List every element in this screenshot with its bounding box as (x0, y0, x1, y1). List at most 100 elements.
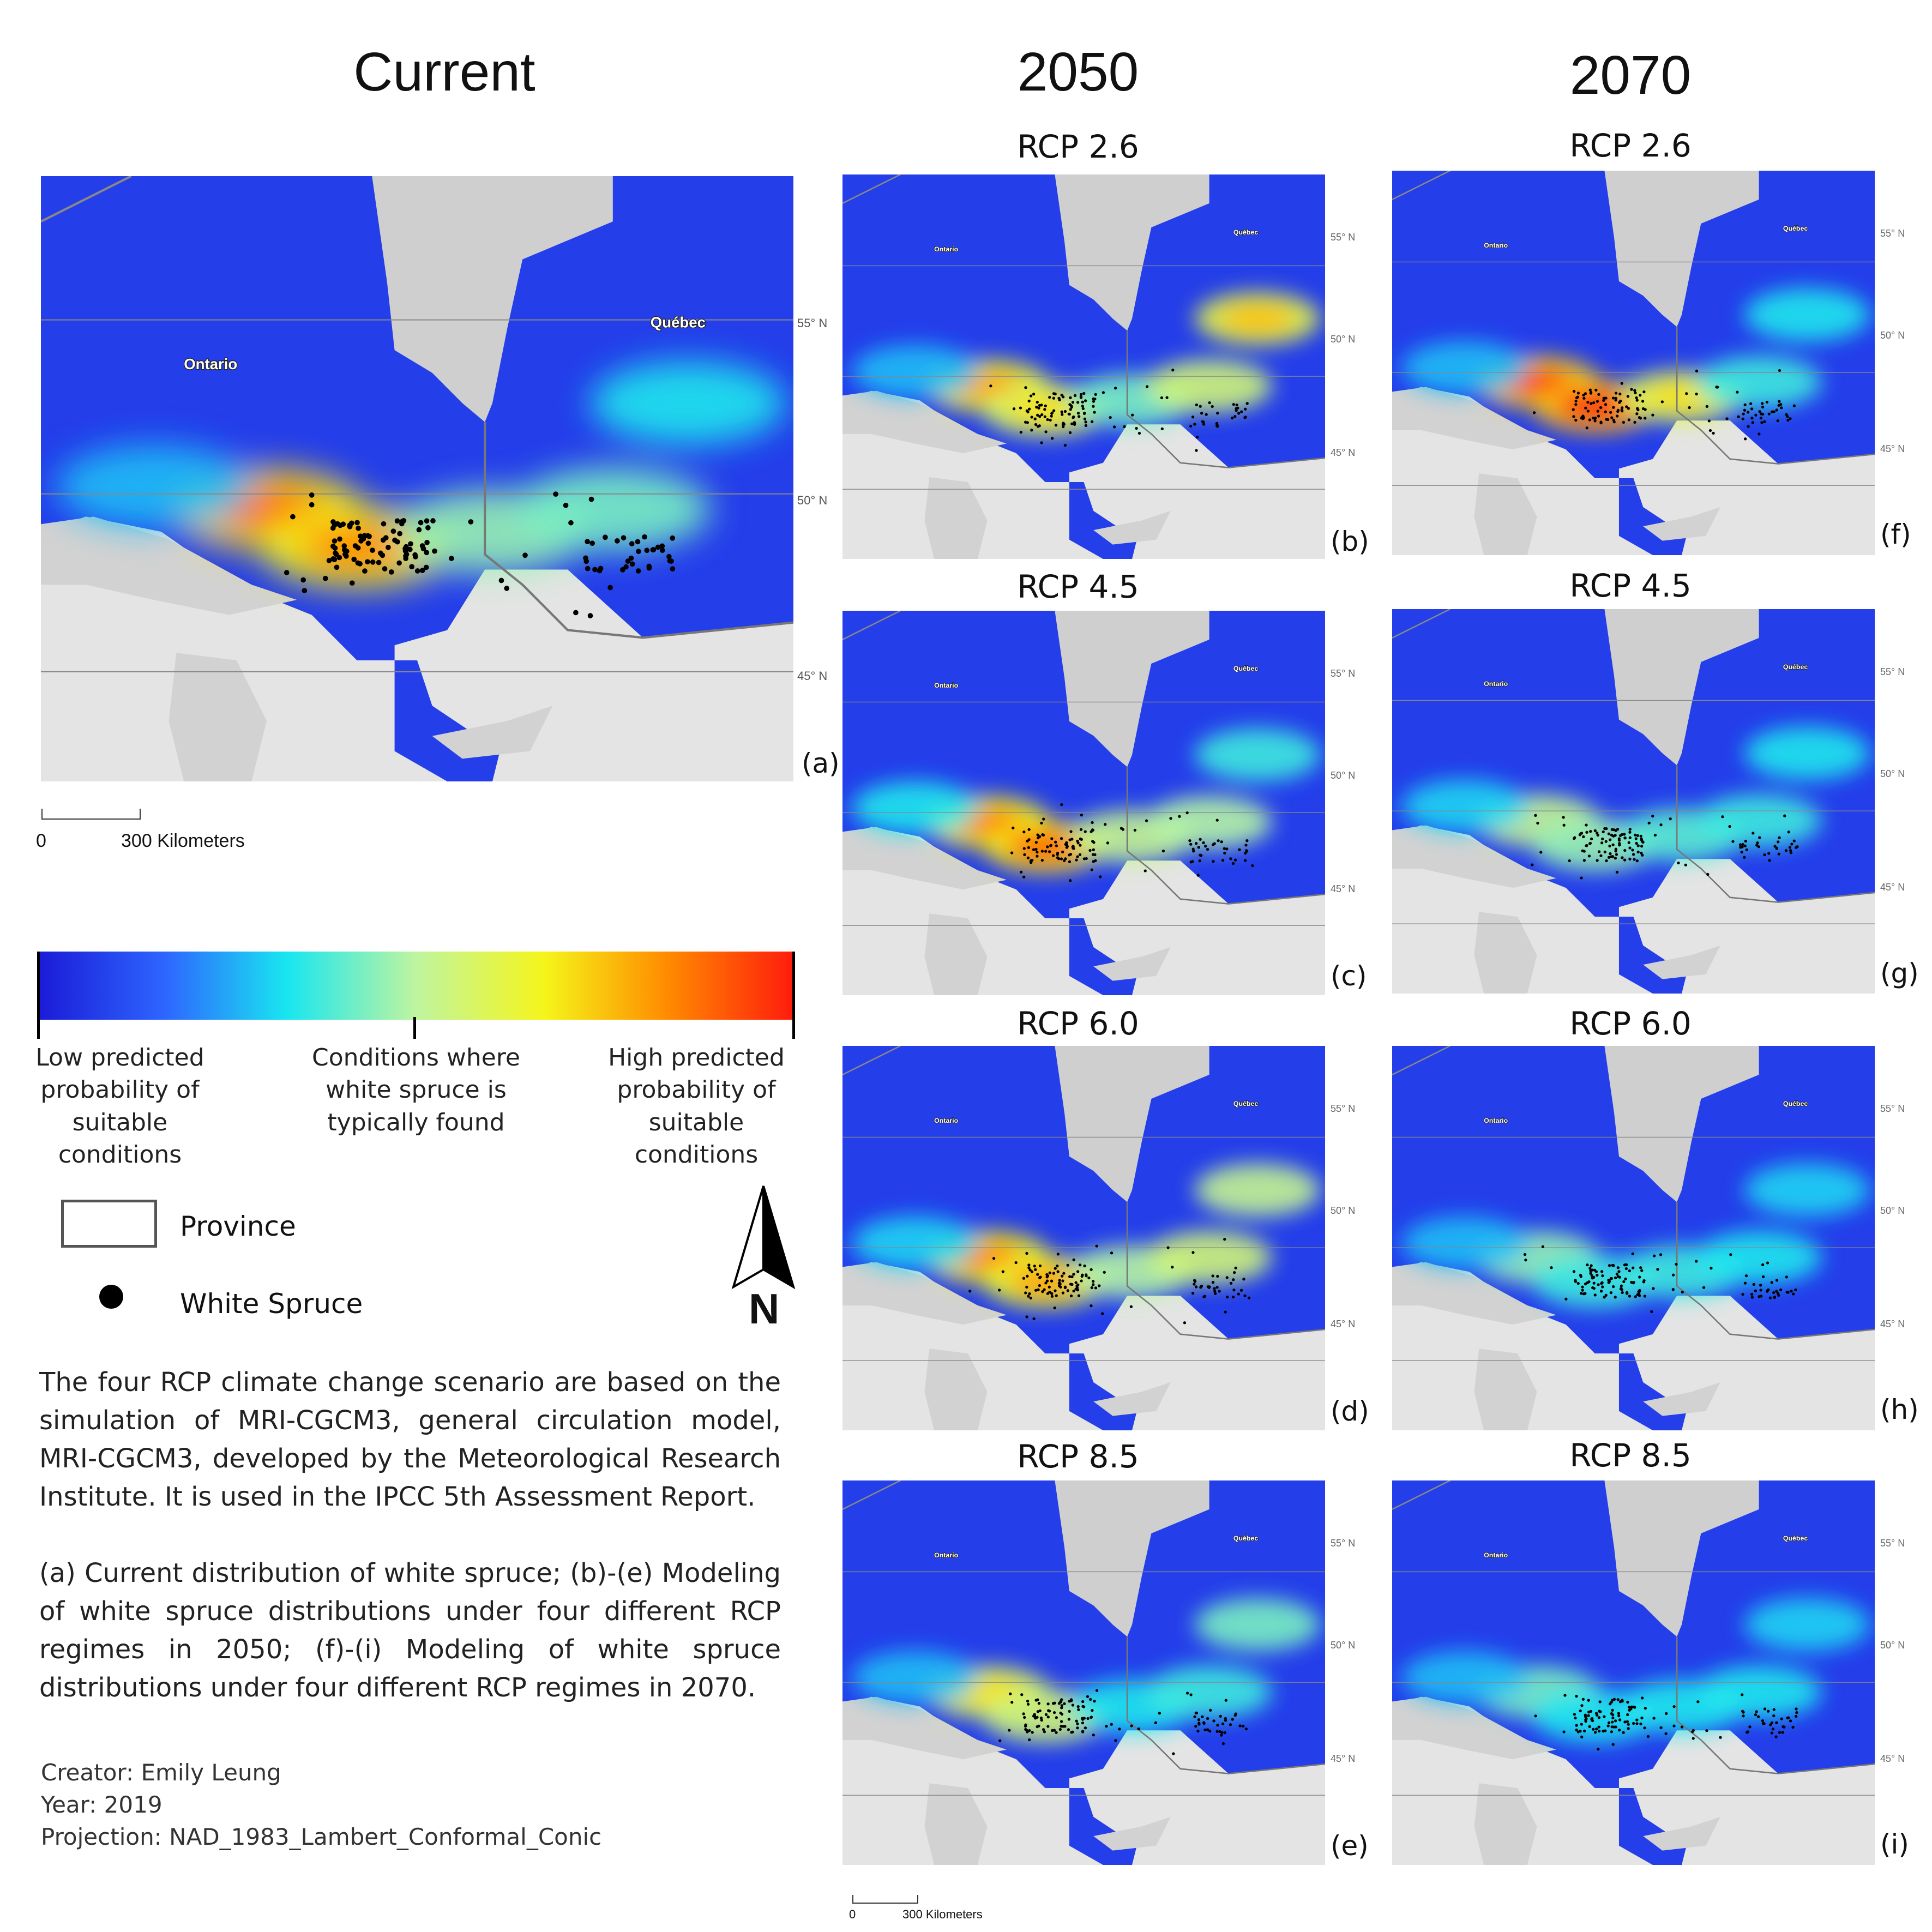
spruce-point (1612, 406, 1615, 409)
spruce-point (1130, 1724, 1133, 1728)
spruce-point (362, 533, 368, 539)
spruce-point (1791, 1725, 1795, 1729)
spruce-point (1602, 1729, 1605, 1733)
map-svg-f: Ontario Québec (1392, 171, 1875, 555)
spruce-points (1010, 803, 1254, 882)
spruce-point (1761, 1263, 1765, 1266)
panel-letter-i: (i) (1880, 1828, 1909, 1860)
spruce-point (1607, 832, 1611, 835)
spruce-point (1746, 411, 1750, 414)
spruce-point (1763, 853, 1766, 857)
spruce-point (1741, 1292, 1744, 1296)
spruce-point (1609, 1291, 1613, 1295)
spruce-point (362, 568, 368, 574)
spruce-point (1626, 1700, 1629, 1704)
spruce-point (1064, 857, 1067, 860)
spruce-point (1050, 1279, 1054, 1283)
spruce-point (1620, 1284, 1623, 1287)
spruce-point (1023, 853, 1026, 856)
lat-label-small: 45° N (1880, 1319, 1905, 1329)
spruce-point (1027, 399, 1031, 403)
spruce-point (1040, 441, 1043, 444)
spruce-point (403, 556, 408, 561)
spruce-points (989, 368, 1249, 452)
spruce-point (414, 568, 420, 574)
spruce-point (1060, 1704, 1063, 1707)
spruce-point (1650, 1310, 1653, 1313)
spruce-point (1243, 1294, 1247, 1297)
spruce-point (1760, 412, 1763, 416)
spruce-point (1104, 823, 1107, 826)
spruce-point (1083, 1264, 1086, 1268)
spruce-point (1160, 396, 1164, 400)
spruce-point (1651, 814, 1654, 818)
spruce-point (1652, 1287, 1655, 1290)
spruce-point (1582, 850, 1586, 853)
spruce-point (1020, 1693, 1024, 1696)
spruce-point (1594, 1728, 1598, 1731)
spruce-point (1232, 1289, 1236, 1292)
spruce-point (1659, 1253, 1663, 1256)
spruce-point (1090, 868, 1093, 871)
spruce-point (1211, 405, 1214, 408)
spruce-point (1600, 1281, 1603, 1285)
spruce-point (1069, 396, 1072, 399)
spruce-point (1036, 425, 1040, 428)
lat-label-50: 50° N (797, 493, 828, 507)
spruce-point (1623, 1720, 1627, 1724)
spruce-point (1061, 413, 1064, 416)
spruce-point (1010, 851, 1014, 854)
spruce-point (1092, 400, 1096, 403)
lake-superior (842, 390, 1007, 454)
spruce-point (1572, 389, 1576, 393)
spruce-point (1076, 855, 1079, 858)
spruce-point (1743, 1281, 1747, 1285)
spruce-point (1621, 1700, 1624, 1703)
spruce-point (1024, 420, 1027, 424)
spruce-point (1213, 1290, 1217, 1293)
spruce-point (1050, 411, 1054, 414)
spruce-point (1593, 1731, 1597, 1734)
lake-michigan (168, 653, 267, 781)
spruce-point (302, 588, 308, 593)
spruce-point (1592, 417, 1595, 420)
suitability-hotspot (1195, 728, 1321, 781)
spruce-point (1761, 405, 1765, 409)
spruce-point (1593, 417, 1597, 420)
spruce-point (1597, 414, 1600, 418)
spruce-point (1778, 400, 1781, 403)
spruce-point (1063, 410, 1067, 413)
spruce-point (1588, 1267, 1592, 1270)
lat-label-small: 45° N (1331, 1753, 1356, 1764)
spruce-point (1602, 396, 1605, 400)
spruce-point (1047, 1709, 1050, 1712)
spruce-point (344, 549, 350, 554)
scale-zero-small: 0 (849, 1907, 856, 1921)
spruce-point (354, 520, 360, 526)
spruce-point (1574, 1716, 1577, 1720)
spruce-point (1046, 845, 1049, 848)
spruce-point (1071, 1704, 1075, 1707)
ramp-tick-high (792, 952, 795, 1039)
spruce-point (1026, 856, 1030, 859)
spruce-point (1206, 1717, 1209, 1720)
spruce-point (404, 544, 409, 550)
spruce-point (1215, 423, 1219, 426)
spruce-point (1617, 1714, 1621, 1718)
spruce-point (1081, 400, 1084, 404)
spruce-point (1664, 1732, 1668, 1735)
spruce-point (1091, 821, 1094, 824)
hudson-bay (1604, 1480, 1759, 1637)
column-title-2050: 2050 (1017, 41, 1139, 103)
spruce-point (1589, 830, 1592, 833)
spruce-point (1052, 1272, 1056, 1275)
spruce-point (1211, 1274, 1214, 1278)
spruce-point (1029, 1296, 1032, 1300)
spruce-point (1131, 413, 1134, 417)
spruce-point (1027, 846, 1030, 850)
spruce-point (1074, 1281, 1078, 1284)
spruce-point (1053, 1306, 1056, 1310)
spruce-point (1772, 1708, 1775, 1711)
spruce-point (1607, 1281, 1610, 1284)
lat-label-small: 55° N (1331, 1538, 1356, 1549)
